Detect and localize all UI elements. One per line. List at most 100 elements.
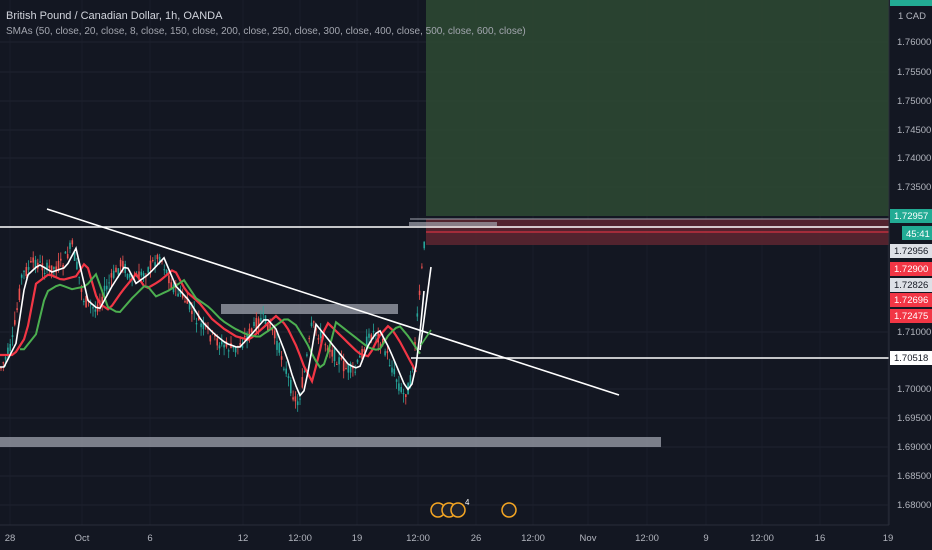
candle-body: [405, 394, 407, 398]
candle-body: [326, 348, 329, 351]
candle-body: [319, 331, 322, 339]
candle-body: [126, 273, 129, 279]
flag-icon[interactable]: [501, 502, 517, 518]
candle-body: [294, 396, 297, 402]
candle-body: [308, 338, 310, 340]
entry-box: [409, 222, 497, 226]
price-axis-labels: 1.76000 1.75500 1.75000 1.74500 1.74000 1.735…: [897, 37, 931, 511]
projection-line[interactable]: [419, 266, 432, 351]
currency-label: 1 CAD: [898, 11, 926, 22]
candle-body: [191, 310, 193, 315]
candle-body: [388, 365, 391, 367]
trend-line[interactable]: [46, 208, 620, 396]
event-icons[interactable]: 4: [430, 498, 517, 518]
candle-body: [257, 318, 260, 329]
candle-body: [32, 257, 34, 263]
candle-body: [363, 348, 366, 352]
candle-body: [395, 379, 398, 382]
candle-body: [165, 269, 168, 274]
candle-body: [306, 354, 308, 356]
candle-body: [402, 393, 405, 395]
candle-body: [110, 273, 113, 278]
price-tick-label: 1.68000: [897, 500, 931, 511]
candle-body: [329, 349, 331, 352]
candle-body: [267, 322, 269, 332]
time-tick-label: 12:00: [406, 533, 430, 544]
candle-body: [152, 260, 154, 262]
resistance-zone: [221, 304, 398, 314]
candle-body: [50, 265, 53, 276]
candle-body: [14, 320, 16, 325]
price-tag: 1.72900: [890, 262, 932, 276]
candle-body: [338, 357, 340, 365]
time-tick-label: 6: [147, 533, 152, 544]
candle-body: [283, 368, 285, 370]
candle-body: [393, 368, 396, 375]
candle-body: [324, 344, 327, 346]
candle-body: [239, 343, 241, 347]
candle-body: [273, 330, 276, 339]
candle-body: [317, 338, 320, 340]
candle-body: [386, 350, 389, 354]
indicator-title[interactable]: SMAs (50, close, 20, close, 8, close, 15…: [6, 26, 526, 37]
candle-body: [285, 368, 287, 374]
svg-text:1.72900: 1.72900: [894, 264, 928, 275]
candle-body: [66, 254, 69, 259]
candle-body: [85, 295, 87, 308]
candle-body: [27, 267, 30, 270]
candle-body: [62, 265, 64, 268]
candle-body: [253, 321, 255, 327]
countdown-tag: 45:41: [902, 226, 932, 240]
candle-body: [181, 293, 184, 298]
candle-body: [168, 275, 170, 284]
candle-body: [147, 267, 149, 273]
candle-body: [198, 316, 200, 321]
candle-body: [250, 328, 253, 333]
time-tick-label: 16: [815, 533, 826, 544]
target-zone: [426, 0, 889, 216]
time-tick-label: 12:00: [750, 533, 774, 544]
candle-body: [262, 312, 264, 315]
candle-body: [280, 356, 283, 360]
candle-body: [149, 260, 152, 269]
candle-body: [108, 282, 110, 284]
price-tick-label: 1.75500: [897, 67, 931, 78]
svg-text:1.70518: 1.70518: [894, 353, 928, 364]
candle-body: [216, 338, 218, 346]
svg-text:45:41: 45:41: [906, 229, 930, 240]
svg-text:1.72696: 1.72696: [894, 295, 928, 306]
candle-body: [64, 251, 67, 254]
price-tags: 1.72957 1.72956 1.72900 1.72826 1.72696 1.724…: [890, 209, 932, 365]
candle-body: [39, 261, 41, 263]
candle-body: [55, 266, 57, 273]
candle-body: [200, 323, 202, 328]
price-tick-label: 1.71000: [897, 327, 931, 338]
time-axis[interactable]: [0, 525, 889, 550]
candle-body: [333, 347, 336, 362]
flag-icon[interactable]: [450, 502, 466, 518]
candle-body: [92, 307, 94, 309]
candle-body: [342, 360, 345, 372]
sma-white-line: [0, 246, 425, 398]
event-count-badge: 4: [465, 498, 470, 507]
candle-body: [0, 367, 2, 369]
candle-body: [347, 364, 350, 373]
chart-legend[interactable]: British Pound / Canadian Dollar, 1h, OAN…: [6, 8, 526, 40]
candle-body: [241, 345, 244, 348]
candle-body: [186, 296, 189, 304]
candle-body: [382, 338, 384, 344]
symbol-title[interactable]: British Pound / Canadian Dollar, 1h, OAN…: [6, 10, 223, 22]
candle-body: [411, 366, 414, 370]
candle-body: [122, 261, 124, 270]
candle-body: [278, 343, 281, 353]
candle-body: [103, 285, 106, 291]
candle-body: [177, 293, 179, 297]
price-tag: 1.72956: [890, 244, 932, 258]
candle-body: [202, 322, 205, 330]
candle-body: [260, 317, 262, 322]
price-tag: 1.70518: [890, 351, 932, 365]
sma-green-line: [20, 272, 421, 369]
price-tick-label: 1.74500: [897, 125, 931, 136]
candle-body: [71, 240, 74, 245]
